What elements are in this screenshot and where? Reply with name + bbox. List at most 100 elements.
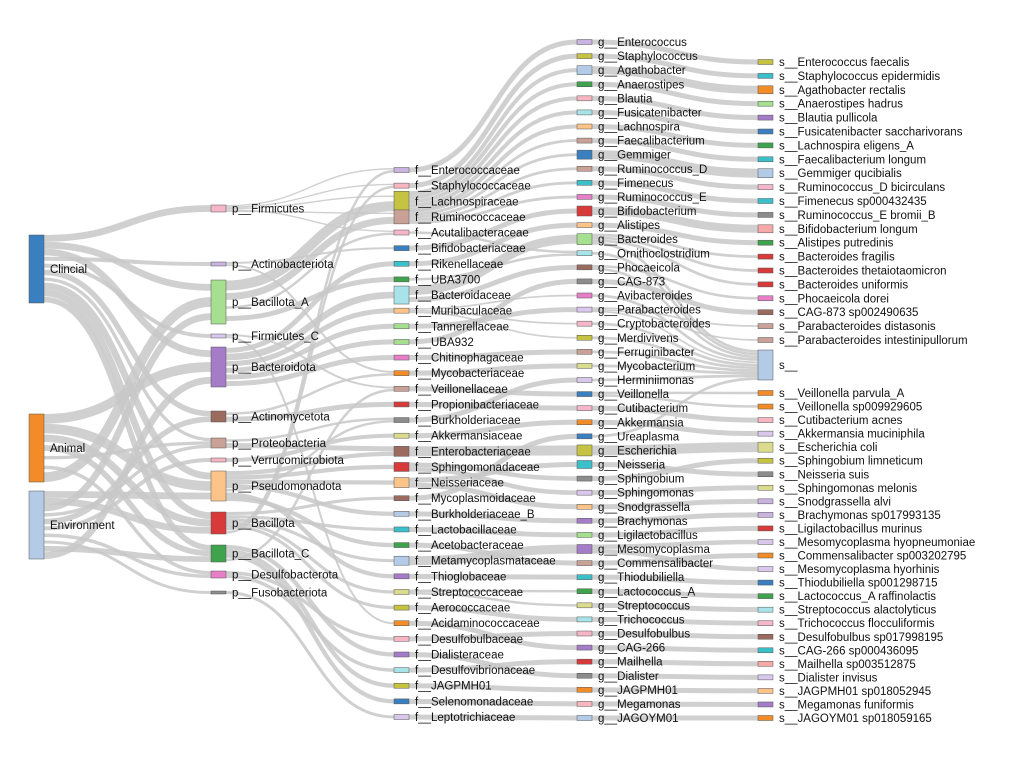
sankey-node-label: g__Thiodubiliella xyxy=(598,572,685,584)
sankey-node-label: g__Enterococcus xyxy=(598,37,687,49)
sankey-link-77 xyxy=(408,110,578,208)
sankey-node-species-25: s__Akkermansia muciniphila xyxy=(757,429,925,441)
sankey-node-label: s__Phocaeicola dorei xyxy=(779,293,889,305)
sankey-node-genus-20: g__Cryptobacteroides xyxy=(576,319,711,331)
sankey-node-genus-3: g__Anaerostipes xyxy=(576,79,685,91)
sankey-node-source-2: Environment xyxy=(28,490,115,560)
sankey-link-177 xyxy=(591,701,759,707)
sankey-node-bar xyxy=(576,630,593,637)
sankey-node-family-31: f__Dialisteraceae xyxy=(393,649,504,661)
sankey-node-genus-2: g__Agathobacter xyxy=(576,65,686,77)
sankey-node-bar xyxy=(757,661,774,667)
sankey-node-genus-38: g__Thiodubiliella xyxy=(576,572,685,584)
sankey-node-family-23: f__Lactobacillaceae xyxy=(393,524,517,536)
sankey-node-bar xyxy=(393,323,410,330)
sankey-node-label: s__Streptococcus alactolyticus xyxy=(779,605,936,617)
sankey-node-bar xyxy=(757,85,774,95)
sankey-link-46 xyxy=(225,373,395,415)
sankey-link-82 xyxy=(408,181,578,222)
sankey-node-label: f__Leptotrichiaceae xyxy=(415,712,515,724)
sankey-node-label: s__Bacteroides uniformis xyxy=(779,279,908,291)
sankey-node-label: f__Desulfobulbaceae xyxy=(415,634,523,646)
sankey-node-bar xyxy=(757,168,774,178)
sankey-link-22 xyxy=(43,458,212,531)
sankey-node-family-24: f__Acetobacteraceae xyxy=(393,540,524,552)
sankey-node-label: f__Acutalibacteraceae xyxy=(415,228,529,240)
sankey-node-family-25: f__Metamycoplasmataceae xyxy=(393,556,556,568)
sankey-node-bar xyxy=(576,715,593,721)
sankey-link-4 xyxy=(43,263,212,338)
sankey-node-bar xyxy=(576,205,593,217)
sankey-node-genus-32: g__Sphingomonas xyxy=(576,488,694,500)
sankey-node-label: s__Staphylococcus epidermidis xyxy=(779,71,940,83)
sankey-node-label: s__Parabacteroides distasonis xyxy=(779,321,936,333)
sankey-link-37 xyxy=(225,276,395,321)
sankey-node-family-9: f__Muribaculaceae xyxy=(393,306,512,318)
sankey-node-species-39: s__Trichococcus flocculiformis xyxy=(757,618,935,630)
sankey-node-species-7: s__Faecalibacterium longum xyxy=(757,154,926,166)
sankey-link-60 xyxy=(225,518,395,563)
sankey-node-label: f__UBA3700 xyxy=(415,274,480,286)
sankey-node-label: g__Mailhella xyxy=(598,657,663,669)
sankey-node-bar xyxy=(576,39,593,45)
sankey-node-label: f__Acetobacteraceae xyxy=(415,540,524,552)
sankey-node-label: f__Veillonellaceae xyxy=(415,384,508,396)
sankey-node-bar xyxy=(757,114,774,121)
sankey-link-125 xyxy=(591,81,759,107)
sankey-node-label: f__Mycobacteriaceae xyxy=(415,368,524,380)
sankey-node-family-34: f__Selenomonadaceae xyxy=(393,696,533,708)
sankey-node-bar xyxy=(757,403,774,410)
sankey-node-bar xyxy=(576,616,593,623)
sankey-link-93 xyxy=(408,307,578,329)
sankey-node-bar xyxy=(393,245,410,251)
sankey-link-168 xyxy=(591,574,759,586)
sankey-node-bar xyxy=(757,647,774,654)
sankey-node-bar xyxy=(210,470,227,502)
sankey-link-58 xyxy=(225,496,395,516)
sankey-node-bar xyxy=(393,620,410,626)
sankey-node-bar xyxy=(576,602,593,609)
sankey-link-13 xyxy=(43,445,212,557)
sankey-link-154 xyxy=(591,394,759,408)
sankey-node-label: g__Blautia xyxy=(598,93,653,105)
sankey-link-120 xyxy=(408,698,578,707)
sankey-link-132 xyxy=(591,180,759,204)
sankey-node-label: f__Chitinophagaceae xyxy=(415,353,524,365)
sankey-node-label: g__Ferruginibacter xyxy=(598,347,695,359)
sankey-node-label: s__Ruminococcus_E bromii_B xyxy=(779,210,936,222)
sankey-node-bar xyxy=(210,544,227,563)
sankey-node-bar xyxy=(757,239,774,246)
sankey-node-species-0: s__Enterococcus faecalis xyxy=(757,57,910,69)
sankey-node-label: f__Staphylococcaceae xyxy=(415,181,531,193)
sankey-link-169 xyxy=(591,588,759,599)
sankey-node-bar xyxy=(757,674,774,681)
sankey-node-label: g__JAGOYM01 xyxy=(598,713,679,725)
sankey-node-species-9: s__Ruminococcus_D bicirculans xyxy=(757,182,945,194)
sankey-node-phylum-10: p__Bacillota_C xyxy=(210,544,309,563)
sankey-node-species-16: s__Bacteroides uniformis xyxy=(757,279,908,291)
sankey-node-label: g__Sphingobium xyxy=(598,474,684,486)
sankey-node-bar xyxy=(576,233,593,245)
sankey-node-species-37: s__Lactococcus_A raffinolactis xyxy=(757,591,936,603)
sankey-node-bar xyxy=(576,95,593,102)
sankey-node-bar xyxy=(576,264,593,271)
sankey-node-family-28: f__Aerococcaceae xyxy=(393,603,510,615)
sankey-link-67 xyxy=(225,553,395,704)
sankey-link-107 xyxy=(408,511,578,524)
sankey-node-bar xyxy=(757,566,774,572)
sankey-node-label: f__Acidaminococcaceae xyxy=(415,618,540,630)
sankey-node-label: g__Parabacteroides xyxy=(598,305,701,317)
sankey-node-genus-27: g__Akkermansia xyxy=(576,417,684,429)
sankey-node-label: s__Faecalibacterium longum xyxy=(779,154,926,166)
sankey-node-genus-11: g__Ruminococcus_E xyxy=(576,192,707,204)
sankey-node-label: s__Commensalibacter sp003202795 xyxy=(779,551,966,563)
sankey-node-label: g__Ureaplasma xyxy=(598,431,680,443)
sankey-node-genus-14: g__Bacteroides xyxy=(576,233,678,246)
sankey-link-89 xyxy=(408,264,578,303)
sankey-node-bar xyxy=(393,446,410,457)
sankey-node-family-21: f__Mycoplasmoidaceae xyxy=(393,493,536,505)
sankey-node-bar xyxy=(576,292,593,299)
sankey-link-63 xyxy=(225,170,395,531)
sankey-link-158 xyxy=(591,442,759,456)
